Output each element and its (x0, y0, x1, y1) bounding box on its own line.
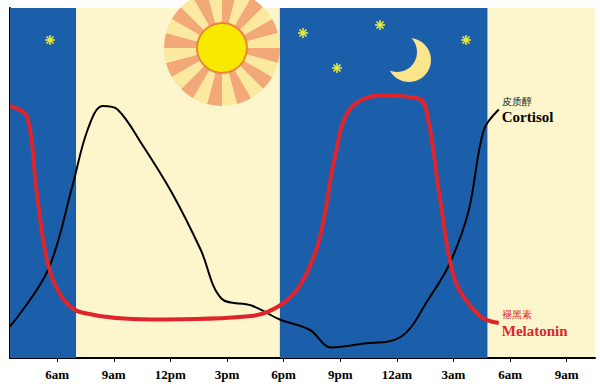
svg-text:3am: 3am (442, 367, 466, 382)
svg-text:褪黑素: 褪黑素 (502, 309, 532, 320)
svg-text:9am: 9am (102, 367, 126, 382)
svg-text:6am: 6am (45, 367, 69, 382)
svg-text:Cortisol: Cortisol (502, 109, 554, 125)
svg-text:12pm: 12pm (155, 367, 186, 382)
svg-text:9am: 9am (555, 367, 579, 382)
svg-text:9pm: 9pm (328, 367, 353, 382)
svg-text:皮质醇: 皮质醇 (502, 96, 532, 107)
svg-text:6am: 6am (498, 367, 522, 382)
svg-text:3pm: 3pm (215, 367, 240, 382)
svg-text:12am: 12am (382, 367, 413, 382)
svg-text:Melatonin: Melatonin (502, 323, 568, 339)
svg-text:6pm: 6pm (271, 367, 296, 382)
